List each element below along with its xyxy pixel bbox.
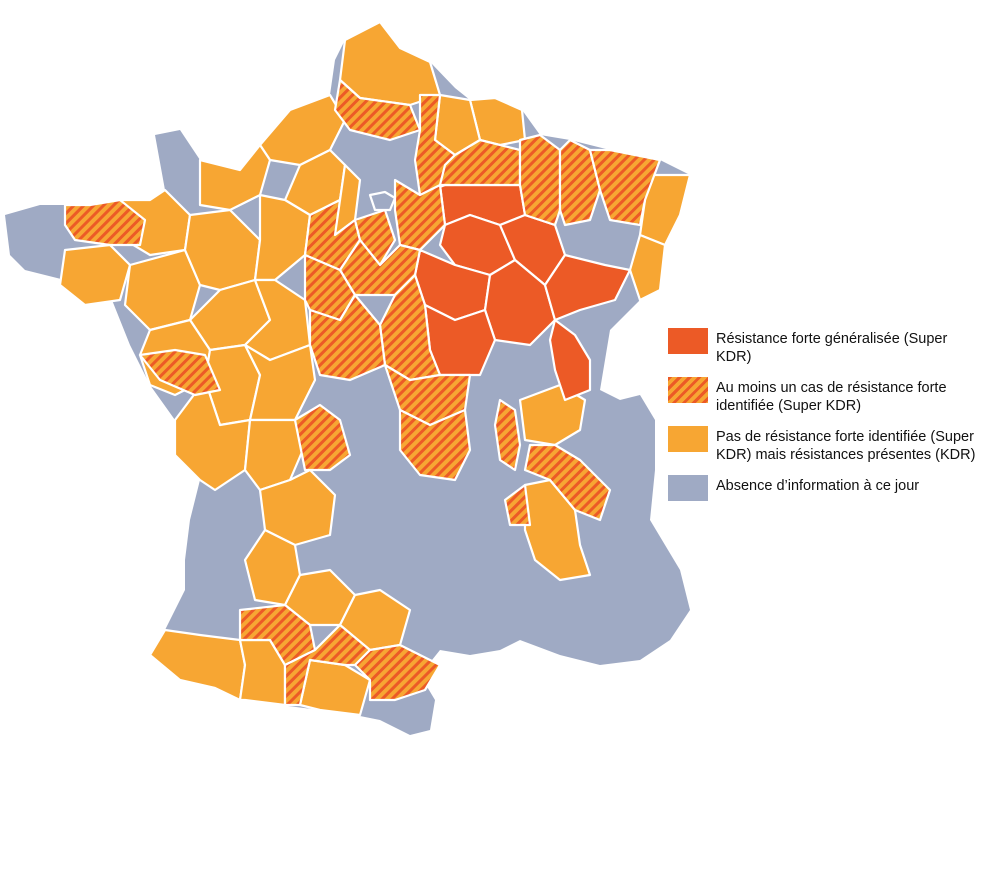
dept-aude bbox=[353, 643, 442, 702]
dept-somme bbox=[333, 78, 422, 142]
dept-moselle bbox=[588, 148, 662, 227]
dept-ht-rhin bbox=[628, 233, 667, 302]
legend-swatch-hatched bbox=[668, 377, 708, 403]
dept-loire-atlantique bbox=[138, 348, 222, 397]
dept-isere bbox=[523, 443, 612, 522]
dept-eure-loir bbox=[353, 208, 397, 267]
dept-hte-garonne bbox=[283, 623, 372, 707]
dept-hte-vienne bbox=[293, 403, 352, 472]
dept-bretagne-2 bbox=[58, 243, 132, 307]
dept-loir-cher bbox=[338, 238, 422, 297]
legend-swatch-strong bbox=[668, 328, 708, 354]
dept-finistere bbox=[63, 198, 147, 247]
legend-item-hatched: Au moins un cas de résistance forte iden… bbox=[668, 376, 978, 415]
dept-saone-loire bbox=[493, 398, 522, 472]
dept-hte-saone bbox=[543, 253, 632, 322]
dept-pdl-2 bbox=[253, 193, 312, 282]
legend-label-none: Absence d’information à ce jour bbox=[716, 478, 920, 494]
dept-meuse bbox=[518, 133, 562, 227]
legend-item-strong: Résistance forte généralisée (Super KDR) bbox=[668, 327, 978, 366]
legend-item-none: Absence d’information à ce jour bbox=[668, 474, 978, 501]
dept-normandie-1 bbox=[258, 93, 347, 167]
legend-swatch-none bbox=[668, 475, 708, 501]
dept-seine-marne bbox=[393, 178, 447, 252]
dept-pyrenees-atl bbox=[148, 628, 247, 702]
map-legend: Résistance forte généralisée (Super KDR)… bbox=[668, 327, 978, 511]
legend-label-hatched: Au moins un cas de résistance forte iden… bbox=[716, 380, 947, 414]
dept-paris bbox=[368, 190, 397, 212]
legend-label-present: Pas de résistance forte identifiée (Supe… bbox=[716, 429, 976, 463]
legend-item-present: Pas de résistance forte identifiée (Supe… bbox=[668, 425, 978, 464]
dept-ardeche bbox=[503, 483, 532, 527]
legend-label-strong: Résistance forte généralisée (Super KDR) bbox=[716, 331, 948, 365]
dept-meurthe-moselle bbox=[558, 138, 602, 227]
dept-jura bbox=[548, 318, 592, 402]
dept-puy-dome bbox=[398, 408, 472, 482]
legend-swatch-present bbox=[668, 426, 708, 452]
dept-normandie-2 bbox=[198, 143, 272, 212]
dept-poitou-2 bbox=[243, 343, 317, 422]
